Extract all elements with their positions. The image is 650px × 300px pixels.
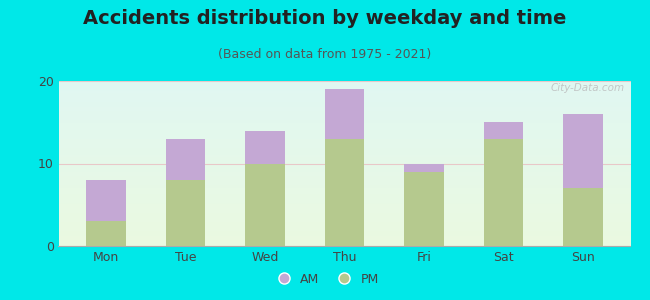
Text: Accidents distribution by weekday and time: Accidents distribution by weekday and ti…: [83, 9, 567, 28]
Bar: [166, 139, 205, 180]
Bar: [404, 172, 444, 246]
Bar: [404, 164, 444, 172]
Text: (Based on data from 1975 - 2021): (Based on data from 1975 - 2021): [218, 48, 432, 61]
Bar: [324, 89, 365, 139]
Bar: [86, 221, 126, 246]
Bar: [563, 188, 603, 246]
Bar: [86, 180, 126, 221]
Bar: [484, 122, 523, 139]
Bar: [484, 139, 523, 246]
Bar: [563, 114, 603, 188]
Legend: AM, PM: AM, PM: [266, 268, 384, 291]
Bar: [324, 139, 365, 246]
Bar: [245, 164, 285, 246]
Bar: [166, 180, 205, 246]
Bar: [245, 130, 285, 164]
Text: City-Data.com: City-Data.com: [551, 82, 625, 93]
